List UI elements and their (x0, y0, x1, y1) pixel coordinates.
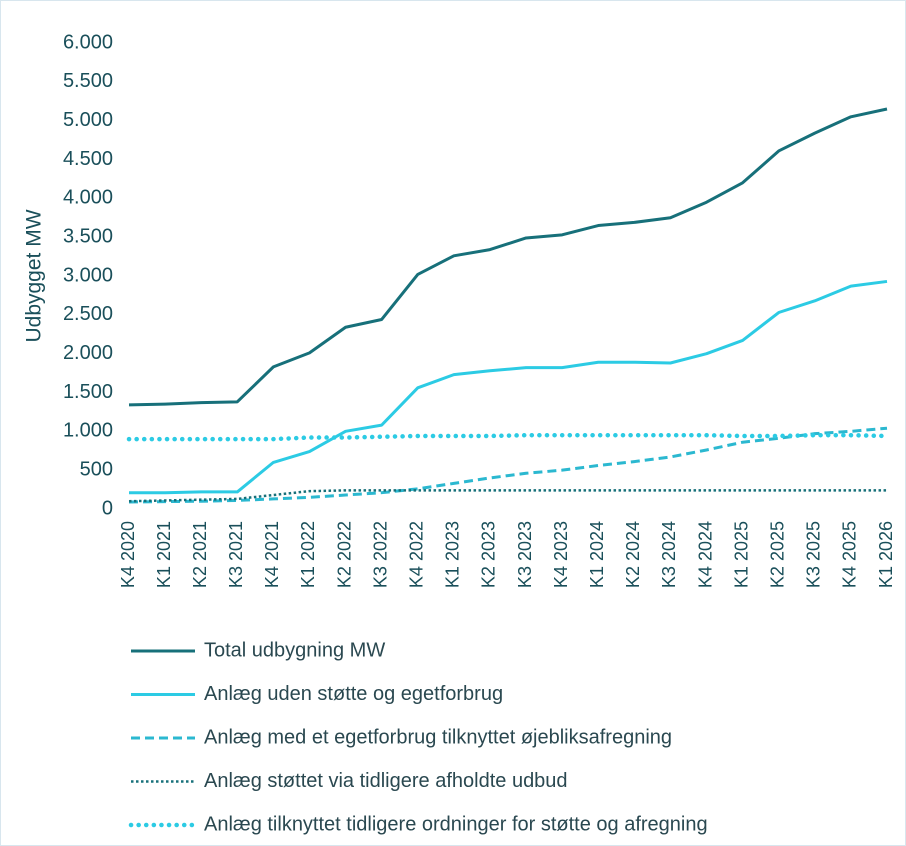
y-axis-label: Udbygget MW (23, 209, 46, 342)
x-tick-label: K2 2025 (767, 521, 787, 588)
x-tick-label: K3 2023 (515, 521, 535, 588)
x-tick-label: K2 2024 (623, 521, 643, 588)
x-tick-label: K2 2022 (334, 521, 354, 588)
legend-label: Anlæg støttet via tidligere afholdte udb… (204, 770, 568, 792)
series-line (128, 426, 888, 504)
y-tick-label: 4.500 (63, 148, 113, 170)
legend-label: Anlæg med et egetforbrug tilknyttet øjeb… (204, 726, 672, 748)
y-tick-label: 1.000 (63, 420, 113, 442)
y-tick-label: 2.500 (63, 303, 113, 325)
x-tick-label: K4 2022 (407, 521, 427, 588)
legend-label: Anlæg uden støtte og egetforbrug (204, 683, 503, 705)
x-tick-label: K1 2025 (731, 521, 751, 588)
y-tick-label: 5.000 (63, 109, 113, 131)
series-line (129, 279, 888, 495)
x-tick-label: K4 2021 (262, 521, 282, 588)
y-tick-label: 0 (102, 497, 113, 519)
x-tick-label: K4 2023 (551, 521, 571, 588)
y-tick-label: 1.500 (63, 381, 113, 403)
x-tick-label: K3 2021 (226, 521, 246, 588)
x-tick-label: K1 2022 (298, 521, 318, 588)
y-tick-label: 2.000 (63, 342, 113, 364)
y-tick-label: 6.000 (63, 31, 113, 53)
y-tick-label: 3.000 (63, 264, 113, 286)
x-tick-label: K4 2024 (695, 521, 715, 588)
x-tick-label: K1 2021 (154, 521, 174, 588)
legend-label: Anlæg tilknyttet tidligere ordninger for… (204, 813, 708, 835)
series-line (128, 107, 888, 407)
x-tick-label: K1 2024 (587, 521, 607, 588)
x-tick-label: K3 2022 (370, 521, 390, 588)
x-tick-label: K1 2023 (443, 521, 463, 588)
x-tick-label: K3 2025 (804, 521, 824, 588)
series-line (126, 432, 890, 442)
y-tick-label: 3.500 (63, 225, 113, 247)
x-tick-label: K4 2020 (118, 521, 138, 588)
y-tick-label: 500 (80, 458, 113, 480)
x-tick-label: K1 2026 (876, 521, 896, 588)
x-tick-label: K3 2024 (659, 521, 679, 588)
x-tick-label: K2 2023 (479, 521, 499, 588)
y-tick-label: 5.500 (63, 70, 113, 92)
legend-label: Total udbygning MW (204, 639, 385, 661)
series-line (128, 489, 887, 503)
y-tick-label: 4.000 (63, 187, 113, 209)
x-tick-label: K4 2025 (840, 521, 860, 588)
x-tick-label: K2 2021 (190, 521, 210, 588)
